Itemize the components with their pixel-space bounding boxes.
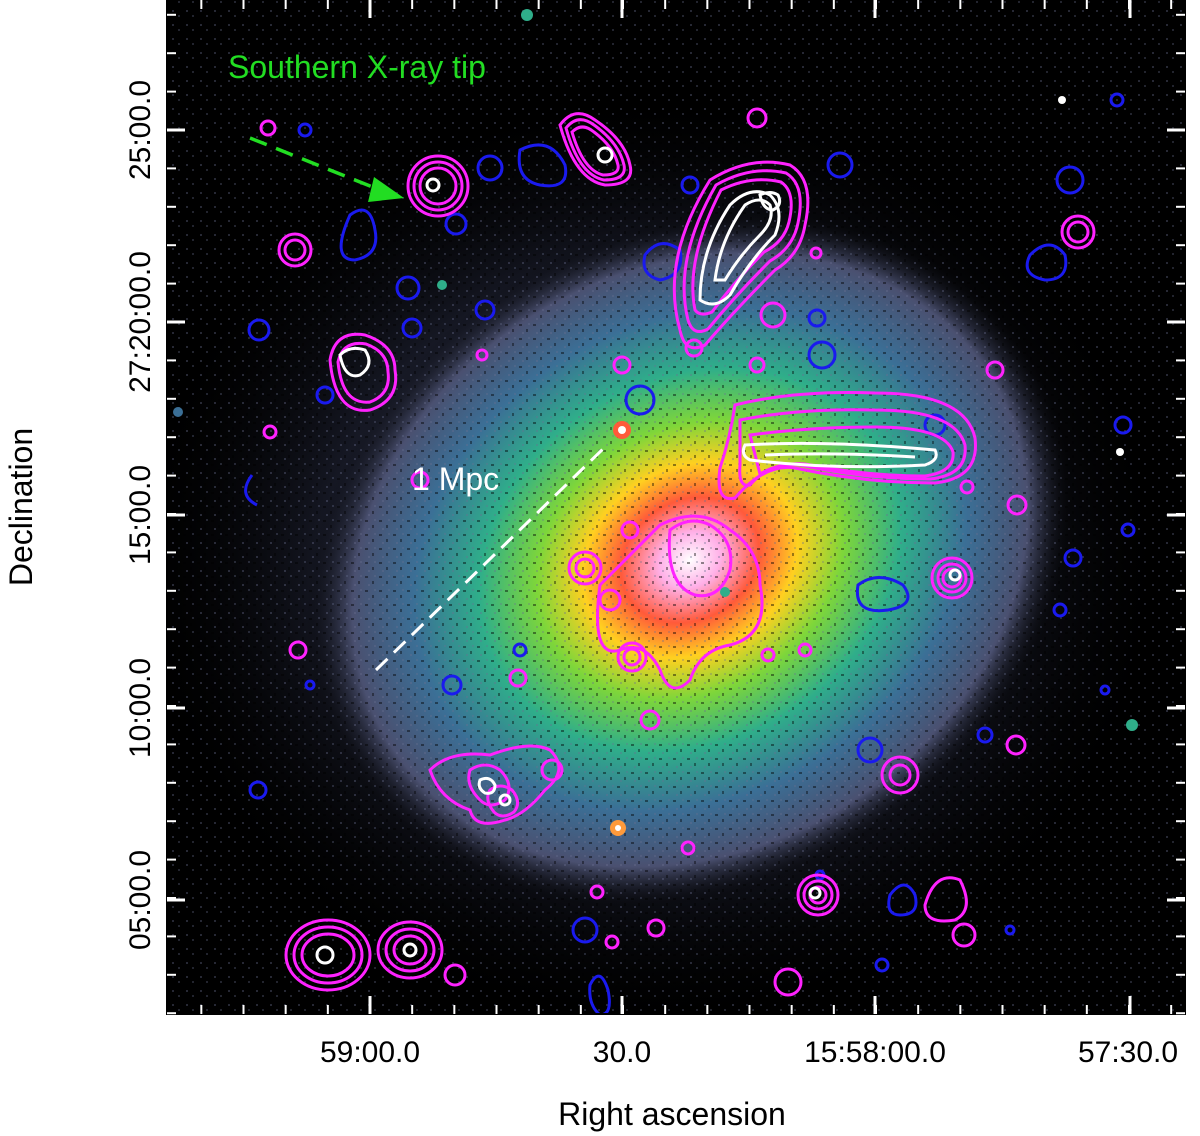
southern-tip-arrow-line: [249, 136, 381, 192]
y-tick-labels: 05:00.0 10:00.0 15:00.0 27:20:00.0 25:00…: [124, 80, 157, 950]
y-tick-label: 25:00.0: [124, 80, 157, 180]
y-axis-title: Declination: [3, 428, 39, 586]
xray-image-panel: 1 Mpc Southern X-ray tip: [167, 0, 1185, 1014]
plot-frame: [166, 0, 1186, 1015]
y-tick-label: 05:00.0: [124, 850, 157, 950]
x-tick-label: 15:58:00.0: [804, 1036, 946, 1069]
scale-bar-line: [374, 444, 608, 672]
x-tick-labels: 59:00.0 30.0 15:58:00.0 57:30.0: [320, 1036, 1178, 1069]
scale-bar-label: 1 Mpc: [412, 461, 499, 497]
y-tick-label: 15:00.0: [124, 465, 157, 565]
axis-minor-ticks: [167, 0, 1185, 1015]
blue-contours: [244, 92, 1136, 1014]
point-sources: [173, 9, 1138, 836]
x-tick-label: 30.0: [593, 1036, 651, 1069]
white-contours: [315, 146, 962, 965]
y-tick-label: 27:20:00.0: [124, 251, 157, 393]
x-tick-label: 59:00.0: [320, 1036, 420, 1069]
x-tick-label: 57:30.0: [1078, 1036, 1178, 1069]
y-tick-label: 10:00.0: [124, 658, 157, 758]
southern-tip-arrowhead: [368, 177, 404, 202]
magenta-contours: [259, 107, 1096, 997]
x-axis-title: Right ascension: [558, 1096, 786, 1132]
southern-tip-label: Southern X-ray tip: [228, 49, 486, 85]
